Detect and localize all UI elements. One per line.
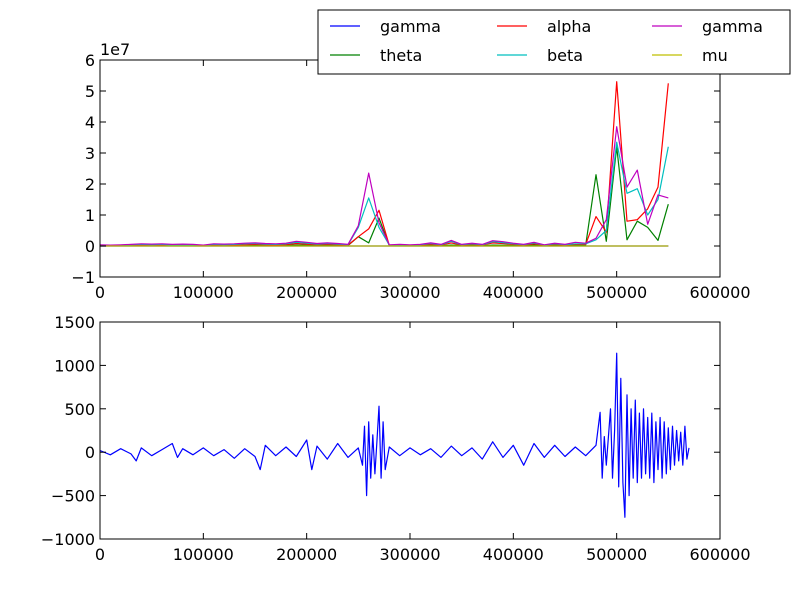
y-tick-label: 6 [85, 51, 95, 70]
y-tick-label: −1 [71, 268, 95, 287]
x-tick-label: 0 [95, 545, 105, 564]
legend-label: beta [547, 46, 583, 65]
x-tick-label: 100000 [173, 545, 234, 564]
top-series-group [99, 81, 669, 247]
legend-box [317, 9, 791, 75]
legend-entries: gamma theta alpha beta gamma mu [330, 17, 763, 65]
bottom-chart: 0 100000 200000 300000 400000 500000 600000 −10… [41, 313, 751, 564]
series-line-gamma-4 [99, 126, 669, 246]
x-tick-label: 400000 [483, 283, 544, 302]
x-tick-label: 0 [95, 283, 105, 302]
top-offset-label: 1e7 [100, 40, 130, 59]
legend-label: mu [702, 46, 728, 65]
signal-line-0 [99, 352, 690, 518]
x-tick-label: 600000 [689, 545, 750, 564]
x-tick-label: 300000 [379, 283, 440, 302]
x-tick-label: 600000 [689, 283, 750, 302]
bottom-plot-area [100, 322, 720, 539]
top-plot-area [100, 60, 720, 277]
y-tick-label: 2 [85, 175, 95, 194]
x-tick-label: 200000 [276, 545, 337, 564]
bottom-ticks-group: 0 100000 200000 300000 400000 500000 600000 −10… [41, 313, 751, 564]
legend-label: gamma [702, 17, 763, 36]
bottom-axes-frame [99, 321, 721, 540]
y-tick-label: 5 [85, 82, 95, 101]
y-tick-label: −1000 [41, 530, 95, 549]
y-tick-label: −500 [51, 487, 95, 506]
x-tick-label: 100000 [173, 283, 234, 302]
y-tick-label: 3 [85, 144, 95, 163]
legend-label: alpha [547, 17, 591, 36]
x-tick-label: 500000 [586, 283, 647, 302]
x-tick-label: 300000 [379, 545, 440, 564]
x-tick-label: 500000 [586, 545, 647, 564]
x-tick-label: 200000 [276, 283, 337, 302]
bottom-series-group [99, 352, 690, 518]
legend-label: theta [380, 46, 422, 65]
y-tick-label: 4 [85, 113, 95, 132]
y-tick-label: 0 [85, 237, 95, 256]
y-tick-label: 0 [85, 443, 95, 462]
y-tick-label: 1000 [54, 356, 95, 375]
y-tick-label: 500 [64, 400, 95, 419]
y-tick-label: 1 [85, 206, 95, 225]
top-ticks-group: 0 100000 200000 300000 400000 500000 600000−10… [71, 51, 750, 302]
y-tick-label: 1500 [54, 313, 95, 332]
top-chart: 0 100000 200000 300000 400000 500000 600000−10… [71, 40, 750, 302]
x-tick-label: 400000 [483, 545, 544, 564]
legend-label: gamma [380, 17, 441, 36]
legend: gamma theta alpha beta gamma mu [317, 9, 791, 75]
series-line-beta-3 [99, 141, 669, 246]
